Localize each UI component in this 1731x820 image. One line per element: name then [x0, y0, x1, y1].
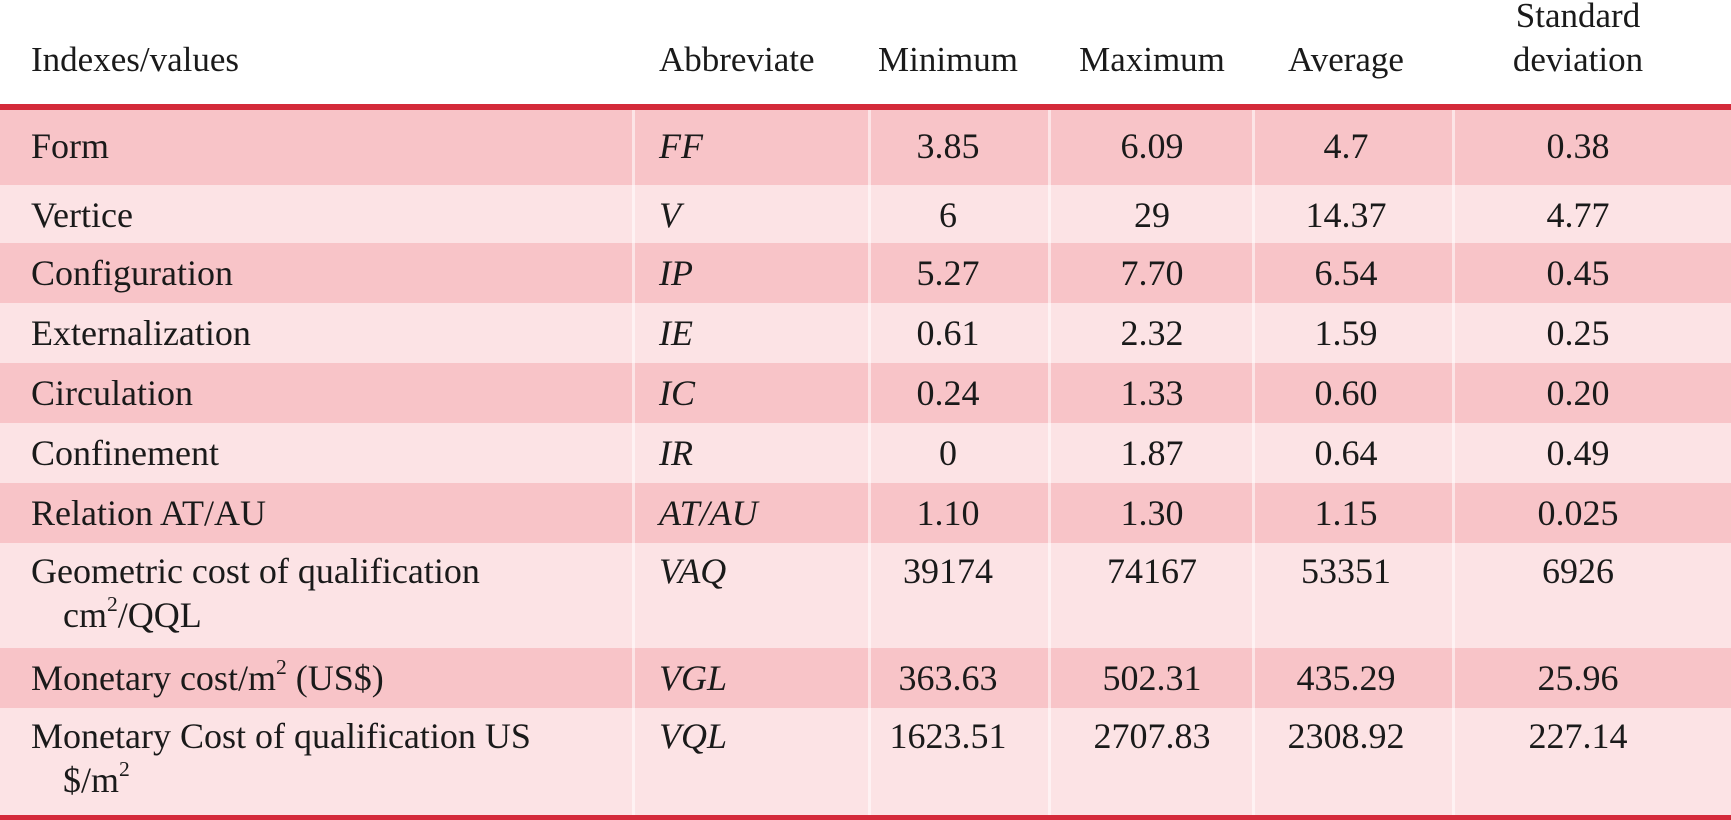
table-row: Form FF 3.85 6.09 4.7 0.38 [0, 110, 1731, 185]
header-indexes-values: Indexes/values [31, 40, 239, 79]
row-standard-deviation: 0.49 [1546, 433, 1610, 473]
row-standard-deviation: 227.14 [1528, 716, 1628, 756]
row-abbreviate: FF [659, 126, 703, 166]
row-abbreviate: AT/AU [659, 493, 758, 533]
row-average: 435.29 [1296, 658, 1396, 698]
row-abbreviate: VAQ [659, 551, 727, 591]
table-row: Externalization IE 0.61 2.32 1.59 0.25 [0, 303, 1731, 363]
row-minimum: 5.27 [916, 253, 980, 293]
row-standard-deviation: 0.45 [1546, 253, 1610, 293]
row-standard-deviation: 6926 [1542, 551, 1614, 591]
row-label: Configuration [31, 253, 233, 293]
row-average: 4.7 [1323, 126, 1369, 166]
table-row: Circulation IC 0.24 1.33 0.60 0.20 [0, 363, 1731, 423]
row-maximum: 29 [1134, 195, 1170, 235]
table-header: Indexes/values Abbreviate Minimum Maximu… [0, 0, 1731, 110]
table-row: Monetary cost/m2 (US$) VGL 363.63 502.31… [0, 648, 1731, 708]
row-abbreviate: VQL [659, 716, 728, 756]
row-abbreviate: IR [659, 433, 693, 473]
row-standard-deviation: 0.25 [1546, 313, 1610, 353]
row-abbreviate: IC [659, 373, 695, 413]
header-standard-deviation: Standard deviation [1478, 0, 1678, 82]
row-minimum: 363.63 [898, 658, 998, 698]
row-average: 0.60 [1314, 373, 1378, 413]
table-row: Relation AT/AU AT/AU 1.10 1.30 1.15 0.02… [0, 483, 1731, 543]
row-label-line1: Monetary Cost of qualification US [31, 716, 531, 756]
row-label: Externalization [31, 313, 251, 353]
row-standard-deviation: 25.96 [1537, 658, 1619, 698]
row-maximum: 74167 [1107, 551, 1197, 591]
header-standard-deviation-line1: Standard [1515, 0, 1641, 35]
row-maximum: 502.31 [1102, 658, 1202, 698]
row-average: 53351 [1301, 551, 1391, 591]
header-maximum: Maximum [1079, 40, 1225, 79]
row-maximum: 2.32 [1120, 313, 1184, 353]
header-average: Average [1288, 40, 1404, 79]
table-row: Confinement IR 0 1.87 0.64 0.49 [0, 423, 1731, 483]
row-minimum: 1.10 [916, 493, 980, 533]
header-abbreviate: Abbreviate [659, 40, 815, 79]
row-average: 2308.92 [1287, 716, 1405, 756]
row-average: 0.64 [1314, 433, 1378, 473]
row-average: 6.54 [1314, 253, 1378, 293]
row-label: Circulation [31, 373, 193, 413]
row-minimum: 0.61 [916, 313, 980, 353]
row-label: Relation AT/AU [31, 493, 266, 533]
row-label: Monetary cost/m2 (US$) [31, 654, 384, 698]
row-abbreviate: VGL [659, 658, 728, 698]
table-bottom-rule [0, 815, 1731, 820]
row-maximum: 1.30 [1120, 493, 1184, 533]
table-row: Configuration IP 5.27 7.70 6.54 0.45 [0, 243, 1731, 303]
row-label: Confinement [31, 433, 219, 473]
row-standard-deviation: 0.38 [1546, 126, 1610, 166]
row-minimum: 1623.51 [889, 716, 1007, 756]
row-maximum: 1.87 [1120, 433, 1184, 473]
row-label: Monetary Cost of qualification US $/m2 [31, 708, 531, 802]
row-maximum: 6.09 [1120, 126, 1184, 166]
table-row: Geometric cost of qualification cm2/QQL … [0, 543, 1731, 648]
row-minimum: 3.85 [916, 126, 980, 166]
row-minimum: 0.24 [916, 373, 980, 413]
row-label: Vertice [31, 195, 133, 235]
row-maximum: 2707.83 [1093, 716, 1211, 756]
row-abbreviate: V [659, 195, 681, 235]
row-standard-deviation: 0.20 [1546, 373, 1610, 413]
row-standard-deviation: 0.025 [1537, 493, 1619, 533]
row-label-line1: Geometric cost of qualification [31, 551, 480, 591]
row-minimum: 39174 [903, 551, 993, 591]
row-label: Geometric cost of qualification cm2/QQL [31, 543, 480, 637]
row-average: 14.37 [1305, 195, 1387, 235]
row-abbreviate: IP [659, 253, 693, 293]
row-label-line2: $/m2 [63, 756, 130, 800]
row-minimum: 6 [939, 195, 957, 235]
row-average: 1.15 [1314, 493, 1378, 533]
row-average: 1.59 [1314, 313, 1378, 353]
row-standard-deviation: 4.77 [1546, 195, 1610, 235]
header-minimum: Minimum [877, 40, 1019, 79]
row-abbreviate: IE [659, 313, 693, 353]
row-label-line2: cm2/QQL [63, 591, 202, 635]
table-row: Vertice V 6 29 14.37 4.77 [0, 185, 1731, 243]
row-label: Form [31, 126, 110, 166]
header-standard-deviation-line2: deviation [1512, 40, 1644, 79]
row-maximum: 1.33 [1120, 373, 1184, 413]
row-maximum: 7.70 [1120, 253, 1184, 293]
row-minimum: 0 [939, 433, 957, 473]
table-row: Monetary Cost of qualification US $/m2 V… [0, 708, 1731, 815]
